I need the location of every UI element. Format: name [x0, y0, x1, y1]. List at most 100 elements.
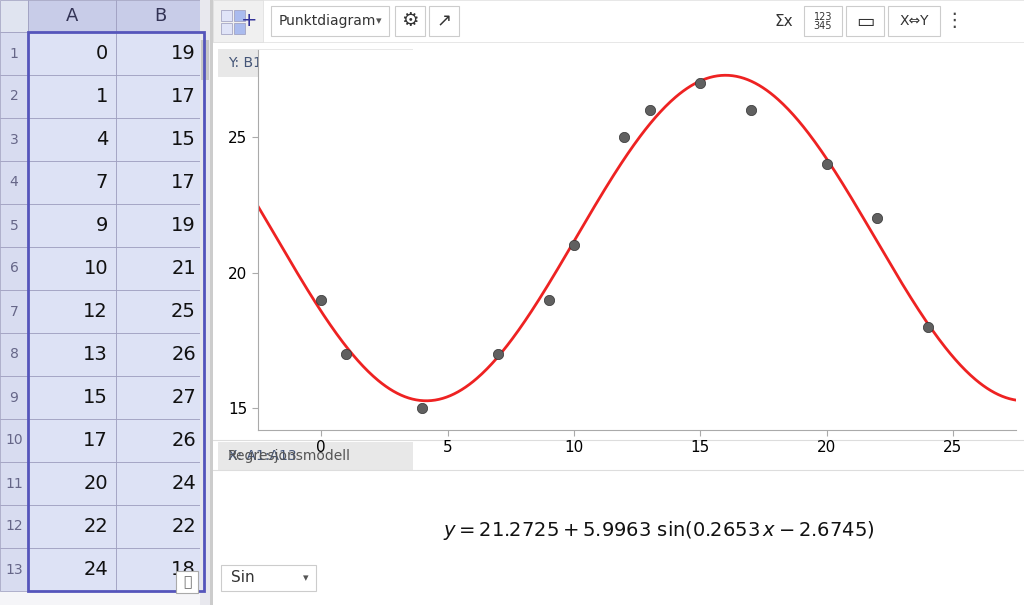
Point	[338, 349, 354, 359]
Text: 123: 123	[814, 12, 833, 22]
Bar	[116, 505, 204, 548]
Text: 24: 24	[83, 560, 108, 579]
Text: 0: 0	[96, 44, 108, 63]
Bar	[116, 118, 204, 161]
Bar	[0, 0, 210, 605]
Text: ▾: ▾	[303, 573, 309, 583]
Bar	[0, 75, 28, 118]
Text: 22: 22	[83, 517, 108, 536]
Text: ↗: ↗	[436, 12, 452, 30]
Bar	[0, 419, 28, 462]
Text: 13: 13	[5, 563, 23, 577]
Text: 3: 3	[9, 132, 18, 146]
Text: ▾: ▾	[376, 16, 382, 26]
Bar	[28, 0, 116, 32]
Text: 21: 21	[171, 259, 196, 278]
Text: 9: 9	[95, 216, 108, 235]
Text: 4: 4	[95, 130, 108, 149]
Point	[489, 349, 506, 359]
Bar	[234, 23, 245, 34]
Bar	[0, 247, 28, 290]
Text: Punktdiagram: Punktdiagram	[279, 14, 377, 28]
Bar	[116, 32, 204, 75]
Point	[541, 295, 557, 304]
Text: 345: 345	[814, 21, 833, 31]
Bar	[0, 32, 28, 75]
Bar	[116, 419, 204, 462]
Text: 12: 12	[83, 302, 108, 321]
Point	[616, 132, 633, 142]
Text: 19: 19	[171, 216, 196, 235]
Text: 17: 17	[83, 431, 108, 450]
Bar	[0, 0, 28, 32]
Text: 17: 17	[171, 173, 196, 192]
Bar	[804, 6, 842, 36]
Bar	[116, 333, 204, 376]
Bar	[116, 290, 204, 333]
Bar	[0, 290, 28, 333]
Bar	[0, 505, 28, 548]
Bar	[271, 6, 389, 36]
Bar	[888, 6, 940, 36]
Text: B: B	[154, 7, 166, 25]
Text: 1: 1	[9, 47, 18, 61]
Text: 13: 13	[83, 345, 108, 364]
Bar	[28, 333, 116, 376]
Text: 25: 25	[171, 302, 196, 321]
Bar	[218, 442, 413, 470]
Bar	[28, 161, 116, 204]
Point	[920, 322, 936, 332]
Text: 18: 18	[171, 560, 196, 579]
Bar	[28, 376, 116, 419]
Text: $y = 21.2725 + 5.9963\ \sin(0.2653\,x - 2.6745)$: $y = 21.2725 + 5.9963\ \sin(0.2653\,x - …	[443, 518, 874, 541]
Bar	[28, 548, 116, 591]
Text: Y: B1:B13: Y: B1:B13	[228, 56, 294, 70]
Text: X⇔Y: X⇔Y	[899, 14, 929, 28]
Text: ⋮: ⋮	[944, 11, 964, 30]
Bar	[28, 290, 116, 333]
Point	[692, 77, 709, 87]
Point	[414, 404, 430, 413]
Point	[868, 214, 885, 223]
Bar	[213, 0, 1024, 605]
Bar	[234, 10, 245, 21]
Text: 27: 27	[171, 388, 196, 407]
Bar	[201, 40, 209, 80]
Bar	[28, 505, 116, 548]
Bar	[116, 161, 204, 204]
Text: 10: 10	[5, 434, 23, 448]
Text: 7: 7	[9, 304, 18, 318]
Text: 15: 15	[171, 130, 196, 149]
Bar	[0, 376, 28, 419]
Bar	[28, 419, 116, 462]
Text: 6: 6	[9, 261, 18, 275]
Bar	[28, 462, 116, 505]
Bar	[200, 0, 210, 605]
Text: ⚙: ⚙	[401, 11, 419, 30]
Text: 19: 19	[171, 44, 196, 63]
Point	[742, 105, 759, 114]
Bar	[846, 6, 884, 36]
Bar	[116, 376, 204, 419]
Text: Σx: Σx	[775, 13, 794, 28]
Point	[313, 295, 330, 304]
Bar	[0, 548, 28, 591]
Bar	[176, 571, 198, 593]
Bar	[213, 0, 263, 42]
Text: +: +	[241, 11, 257, 30]
Bar	[28, 32, 116, 75]
Bar	[28, 32, 204, 591]
Point	[818, 159, 835, 169]
Bar	[116, 247, 204, 290]
Text: 1: 1	[95, 87, 108, 106]
Bar	[0, 333, 28, 376]
Bar	[28, 118, 116, 161]
Text: 4: 4	[9, 175, 18, 189]
Bar	[0, 118, 28, 161]
Bar	[395, 6, 425, 36]
Bar	[213, 0, 1024, 42]
Text: 20: 20	[83, 474, 108, 493]
Bar	[0, 161, 28, 204]
Text: ▭: ▭	[856, 11, 874, 30]
Bar	[116, 0, 204, 32]
